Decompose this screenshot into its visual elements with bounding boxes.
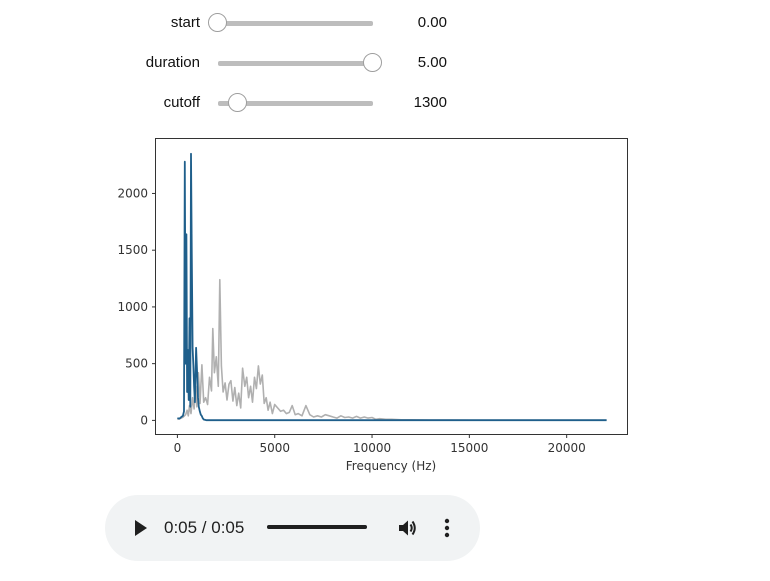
x-tick-label: 0	[174, 441, 182, 455]
cutoff-value: 1300	[413, 94, 447, 111]
spectrum-chart: 0 5000 10000 15000 20000 0 500 1000 1500 2000 Fre…	[117, 138, 628, 473]
audio-player: 0:05 / 0:05	[105, 495, 480, 561]
duration-slider[interactable]	[218, 53, 382, 72]
play-icon[interactable]	[129, 517, 151, 539]
start-value: 0.00	[417, 14, 447, 31]
y-tick-label: 2000	[117, 186, 148, 200]
more-vert-icon[interactable]	[439, 517, 455, 539]
start-slider[interactable]	[208, 13, 373, 32]
y-tick-label: 0	[140, 413, 148, 427]
duration-value: 5.00	[417, 54, 447, 71]
series-line-2	[177, 152, 607, 422]
slider-row-cutoff: cutoff 1300	[0, 90, 770, 116]
audio-time: 0:05 / 0:05	[164, 518, 245, 537]
slider-label-cutoff: cutoff	[163, 94, 200, 111]
y-tick-label: 1500	[117, 243, 148, 257]
x-tick-label: 15000	[450, 441, 488, 455]
volume-icon[interactable]	[396, 517, 418, 539]
slider-label-start: start	[170, 14, 200, 31]
series-line-1	[177, 278, 607, 422]
start-slider-thumb[interactable]	[208, 13, 227, 32]
axis-layer: 0 5000 10000 15000 20000 0 500 1000 1500 2000	[117, 186, 585, 455]
series-layer	[177, 152, 607, 422]
plot-area-frame	[155, 138, 628, 435]
x-axis-label: Frequency (Hz)	[346, 459, 437, 473]
audio-progress-bar[interactable]	[267, 525, 367, 529]
cutoff-slider-thumb[interactable]	[228, 93, 248, 112]
x-tick-label: 20000	[548, 441, 586, 455]
duration-slider-thumb[interactable]	[363, 53, 382, 72]
audio-progress-fill	[267, 525, 367, 529]
slider-label-duration: duration	[145, 54, 200, 71]
slider-row-duration: duration 5.00	[0, 50, 770, 76]
cutoff-slider[interactable]	[218, 93, 373, 112]
slider-row-start: start 0.00	[0, 10, 770, 36]
y-tick-label: 500	[125, 357, 148, 371]
y-tick-label: 1000	[117, 300, 148, 314]
x-tick-label: 10000	[353, 441, 391, 455]
x-tick-label: 5000	[259, 441, 290, 455]
